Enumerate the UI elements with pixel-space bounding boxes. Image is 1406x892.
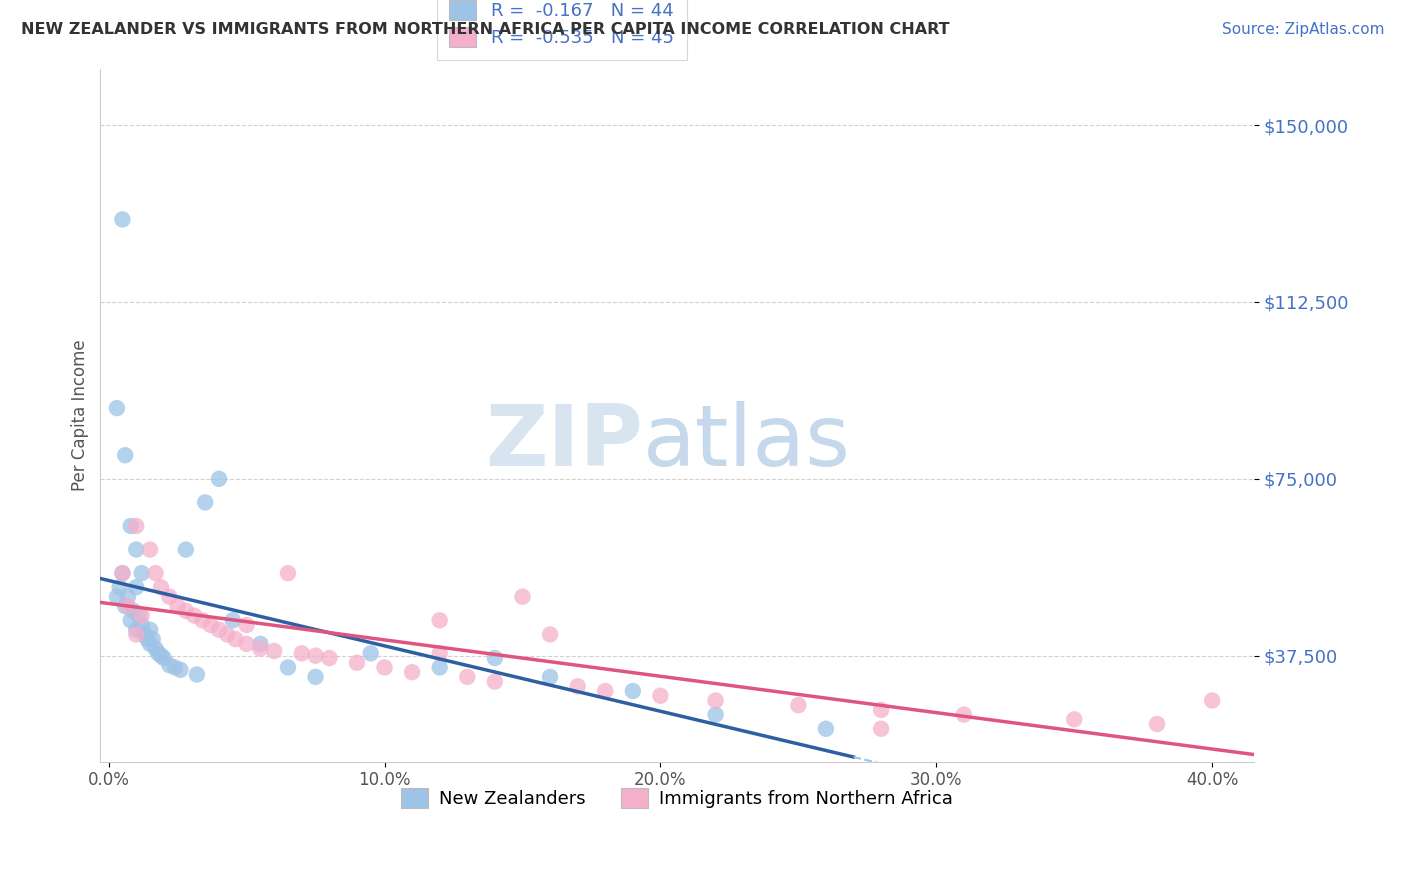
Text: ZIP: ZIP bbox=[485, 401, 643, 484]
Point bbox=[249, 637, 271, 651]
Point bbox=[217, 627, 239, 641]
Point bbox=[136, 632, 159, 647]
Point bbox=[117, 590, 139, 604]
Point bbox=[125, 580, 148, 594]
Point bbox=[139, 637, 162, 651]
Point bbox=[235, 637, 257, 651]
Point bbox=[125, 623, 148, 637]
Point bbox=[131, 618, 153, 632]
Point bbox=[429, 646, 451, 660]
Point bbox=[1063, 712, 1085, 726]
Point bbox=[484, 651, 506, 665]
Point bbox=[249, 641, 271, 656]
Point bbox=[131, 608, 153, 623]
Text: Source: ZipAtlas.com: Source: ZipAtlas.com bbox=[1222, 22, 1385, 37]
Point bbox=[373, 660, 395, 674]
Point bbox=[128, 608, 150, 623]
Point bbox=[174, 604, 197, 618]
Point bbox=[263, 644, 285, 658]
Point bbox=[117, 599, 139, 614]
Point bbox=[870, 703, 893, 717]
Point bbox=[114, 599, 136, 614]
Point bbox=[145, 641, 167, 656]
Point bbox=[318, 651, 340, 665]
Point bbox=[134, 627, 156, 641]
Point bbox=[621, 684, 644, 698]
Point bbox=[148, 646, 170, 660]
Point bbox=[208, 623, 231, 637]
Point bbox=[277, 566, 299, 581]
Point bbox=[277, 660, 299, 674]
Point bbox=[166, 599, 188, 614]
Point bbox=[131, 566, 153, 581]
Point bbox=[157, 590, 180, 604]
Point bbox=[108, 580, 131, 594]
Point bbox=[150, 580, 173, 594]
Point bbox=[787, 698, 810, 713]
Point bbox=[704, 693, 727, 707]
Point bbox=[153, 651, 176, 665]
Point bbox=[222, 613, 245, 627]
Point bbox=[111, 566, 134, 581]
Point bbox=[538, 670, 561, 684]
Point bbox=[105, 590, 128, 604]
Point bbox=[139, 623, 162, 637]
Point bbox=[953, 707, 976, 722]
Point bbox=[429, 613, 451, 627]
Point bbox=[814, 722, 837, 736]
Point bbox=[125, 542, 148, 557]
Y-axis label: Per Capita Income: Per Capita Income bbox=[72, 339, 89, 491]
Point bbox=[174, 542, 197, 557]
Point bbox=[139, 542, 162, 557]
Point bbox=[235, 618, 257, 632]
Point bbox=[111, 566, 134, 581]
Point bbox=[122, 604, 145, 618]
Point bbox=[512, 590, 534, 604]
Point bbox=[360, 646, 382, 660]
Point bbox=[1201, 693, 1223, 707]
Point bbox=[208, 472, 231, 486]
Point bbox=[650, 689, 672, 703]
Point bbox=[304, 648, 326, 663]
Point bbox=[150, 648, 173, 663]
Point bbox=[186, 667, 208, 681]
Legend: New Zealanders, Immigrants from Northern Africa: New Zealanders, Immigrants from Northern… bbox=[394, 780, 960, 815]
Point bbox=[111, 212, 134, 227]
Point bbox=[194, 495, 217, 509]
Point bbox=[163, 660, 186, 674]
Point bbox=[125, 627, 148, 641]
Point bbox=[145, 566, 167, 581]
Point bbox=[125, 519, 148, 533]
Point bbox=[401, 665, 423, 680]
Point bbox=[429, 660, 451, 674]
Point bbox=[567, 679, 589, 693]
Point bbox=[183, 608, 205, 623]
Point bbox=[105, 401, 128, 415]
Point bbox=[484, 674, 506, 689]
Point bbox=[114, 448, 136, 462]
Point bbox=[593, 684, 616, 698]
Point bbox=[346, 656, 368, 670]
Text: NEW ZEALANDER VS IMMIGRANTS FROM NORTHERN AFRICA PER CAPITA INCOME CORRELATION C: NEW ZEALANDER VS IMMIGRANTS FROM NORTHER… bbox=[21, 22, 949, 37]
Point bbox=[169, 663, 191, 677]
Point bbox=[304, 670, 326, 684]
Point bbox=[225, 632, 247, 647]
Point bbox=[157, 658, 180, 673]
Text: atlas: atlas bbox=[643, 401, 851, 484]
Point bbox=[1146, 717, 1168, 731]
Point bbox=[456, 670, 478, 684]
Point bbox=[704, 707, 727, 722]
Point bbox=[120, 519, 142, 533]
Point bbox=[870, 722, 893, 736]
Point bbox=[191, 613, 214, 627]
Point bbox=[142, 632, 165, 647]
Point bbox=[291, 646, 314, 660]
Point bbox=[200, 618, 222, 632]
Point bbox=[538, 627, 561, 641]
Point bbox=[120, 613, 142, 627]
